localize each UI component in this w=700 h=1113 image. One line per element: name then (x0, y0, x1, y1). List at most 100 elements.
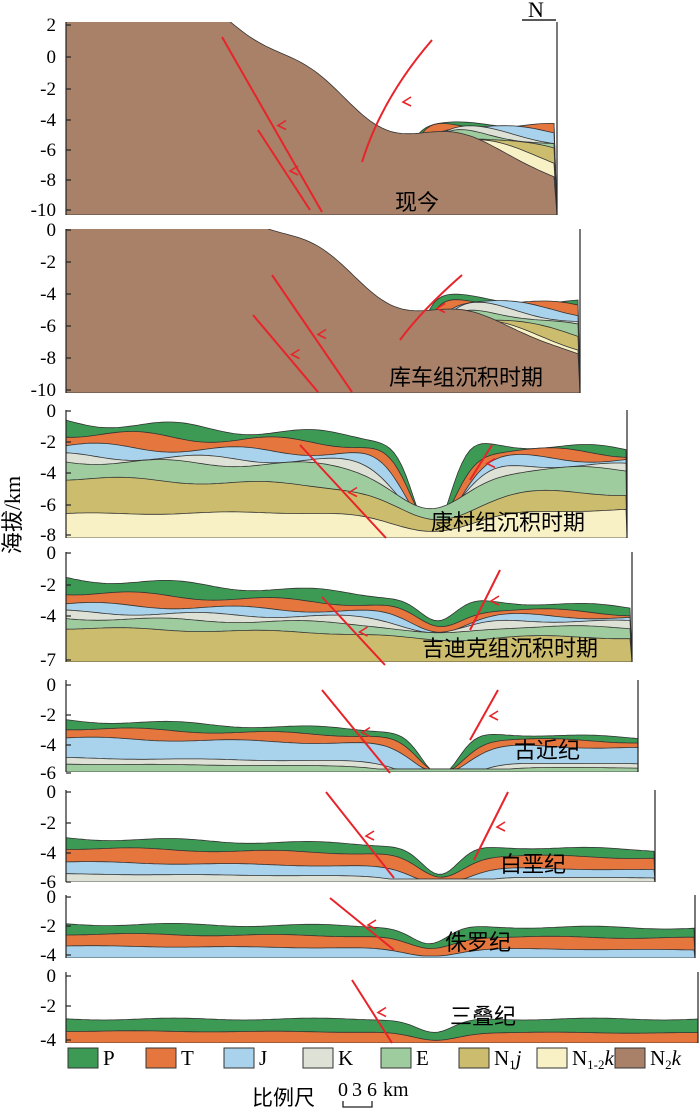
fault-line (329, 897, 395, 951)
tick-label: -4 (40, 1030, 56, 1051)
fault-slip-arrow (485, 457, 496, 469)
fault-slip-arrow (488, 710, 499, 721)
north-arrow: N (522, 0, 556, 22)
strata-layers (66, 837, 655, 882)
stratum-E (66, 763, 638, 772)
tick-label: -8 (40, 348, 56, 369)
tick-label: -6 (40, 140, 56, 161)
panel-frame (65, 972, 699, 1043)
stratum-N2k (66, 22, 557, 215)
legend-swatch (223, 1047, 255, 1069)
fault-line (469, 689, 499, 741)
panel-6: 0 -2 -4 -6 白垩纪 (40, 782, 656, 893)
legend: P T J K E N1j N1-2k N2k (67, 1046, 682, 1072)
strata-layers (66, 22, 557, 215)
panel-frame (65, 22, 558, 215)
scale-bar: 比例尺 0 3 6 km (252, 1079, 409, 1110)
stage-label: 侏罗纪 (445, 931, 511, 956)
stage-label: 三叠纪 (450, 1005, 516, 1030)
legend-item-5: E (380, 1046, 429, 1070)
tick-label: -2 (40, 252, 56, 273)
scale-unit: km (383, 1079, 409, 1101)
fault-line (399, 274, 463, 341)
fault-line (252, 314, 319, 393)
scale-label: 比例尺 (252, 1086, 315, 1110)
tick-label: -7 (40, 650, 56, 671)
legend-item-8: N2k (614, 1046, 682, 1072)
y-axis-label: 海拔/km (0, 476, 25, 554)
legend-label: N2k (650, 1046, 682, 1072)
legend-item-2: T (145, 1046, 194, 1070)
fault-line (469, 444, 493, 481)
panel-frame (65, 790, 656, 882)
tick-label: -10 (31, 380, 56, 401)
stratum-J (66, 945, 695, 958)
stage-label: 康村组沉积时期 (431, 511, 585, 536)
legend-item-4: K (302, 1046, 353, 1070)
panel-frame (65, 680, 639, 772)
fault-slip-arrow (289, 348, 300, 360)
fault-line (469, 569, 501, 631)
tick-label: -2 (40, 79, 56, 100)
tick-label: -2 (40, 575, 56, 596)
fault-line (325, 791, 395, 879)
legend-item-7: N1-2k (536, 1046, 615, 1072)
stage-label: 现今 (395, 191, 439, 216)
tick-label: 0 (47, 782, 57, 803)
fault-slip-arrow (376, 1006, 387, 1018)
stratum-N1j (66, 627, 632, 662)
tick-label: -8 (40, 525, 56, 546)
tick-label: -2 (40, 916, 56, 937)
panel-4: 0 -2 -4 -7 吉迪克组沉积时期 (40, 543, 633, 671)
legend-swatch (614, 1047, 646, 1069)
legend-swatch (67, 1047, 99, 1069)
stage-label: 白垩纪 (500, 853, 566, 878)
fault-line (321, 596, 386, 666)
tick-label: -8 (40, 170, 56, 191)
tick-label: -6 (40, 763, 56, 784)
fault-line (321, 689, 391, 774)
fault-line (221, 36, 323, 213)
strata-layers (66, 923, 695, 958)
fault-slip-arrow (347, 486, 358, 498)
tick-label: -10 (31, 200, 56, 221)
panel-frame (65, 552, 633, 662)
tick-label: -6 (40, 316, 56, 337)
legend-label: P (103, 1046, 115, 1070)
panel-5: 0 -2 -4 -6 古近纪 (40, 675, 639, 784)
tick-label: 0 (47, 401, 57, 422)
tick-label: -4 (40, 606, 56, 627)
tick-label: 0 (47, 220, 57, 241)
stage-label: 古近纪 (514, 739, 580, 764)
stratum-N1-2k (66, 508, 627, 538)
tick-label: 0 (47, 966, 57, 987)
legend-swatch (302, 1047, 334, 1069)
legend-swatch (458, 1047, 490, 1069)
panel-8: 0 -2 -4 三叠纪 (40, 966, 699, 1051)
legend-swatch (536, 1047, 568, 1069)
tick-label: -2 (40, 705, 56, 726)
tick-label: 0 (47, 47, 57, 68)
legend-swatch (380, 1047, 412, 1069)
legend-item-6: N1j (458, 1046, 522, 1072)
fault-line (257, 129, 311, 211)
panel-frame (65, 410, 628, 538)
panel-7: 0 -2 -4 侏罗纪 (40, 887, 696, 966)
tick-label: -6 (40, 495, 56, 516)
strata-layers (66, 719, 638, 772)
fault-slip-arrow (489, 595, 500, 606)
north-label: N (528, 0, 544, 22)
legend-label: K (338, 1046, 353, 1070)
fault-slip-arrow (364, 830, 375, 841)
fault-slip-arrow (276, 119, 287, 131)
legend-label: N1j (494, 1046, 522, 1072)
tick-label: 0 (47, 887, 57, 908)
panel-frame (65, 229, 581, 393)
tick-label: 0 (47, 543, 57, 564)
tick-label: -4 (40, 843, 56, 864)
stage-label: 库车组沉积时期 (389, 366, 543, 391)
fault-slip-arrow (435, 302, 446, 314)
fault-slip-arrow (495, 821, 506, 832)
tick-label: -6 (40, 872, 56, 893)
